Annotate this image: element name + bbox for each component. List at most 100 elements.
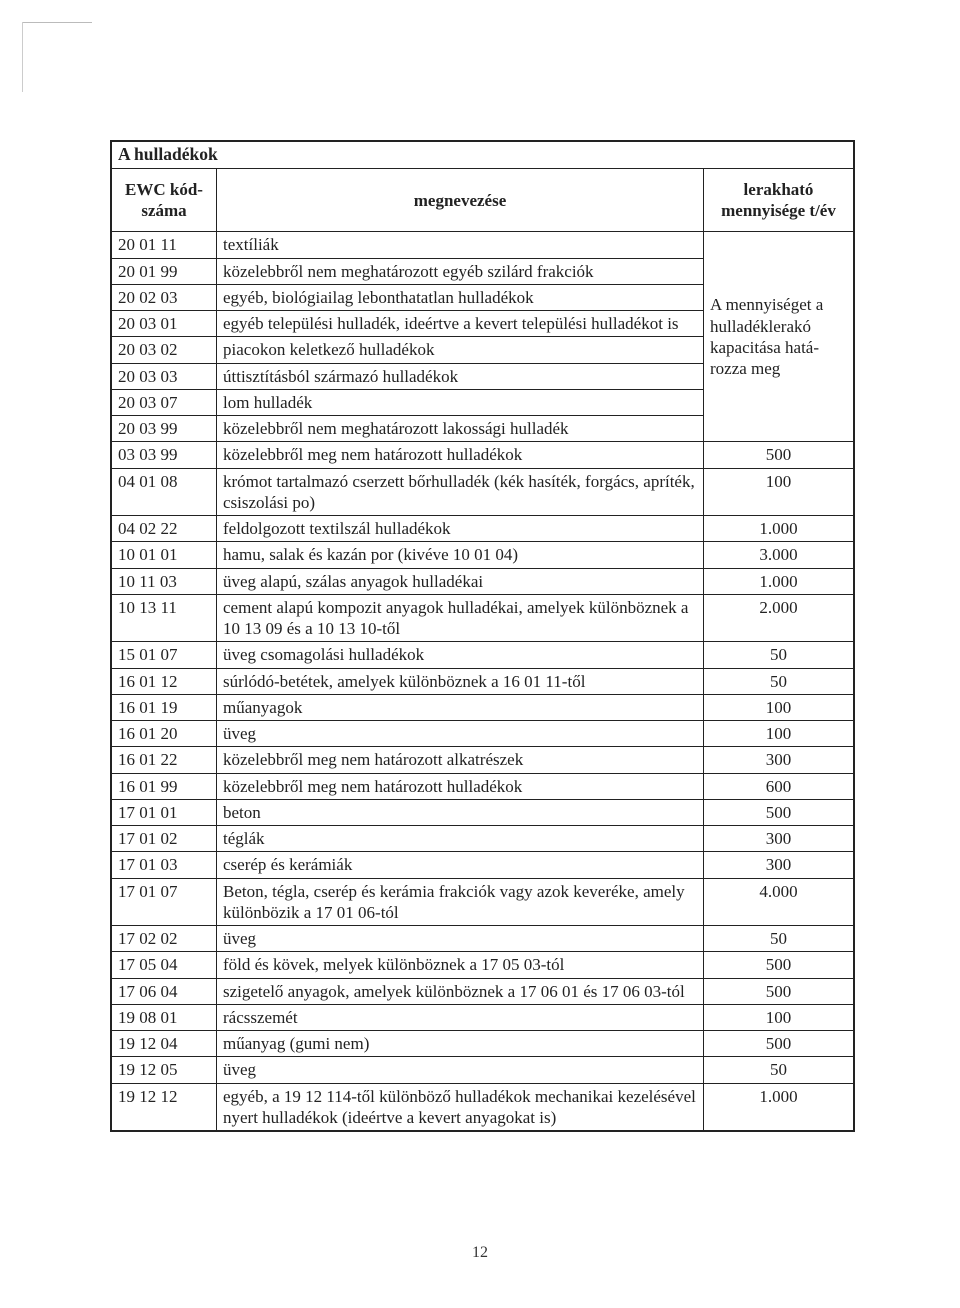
cell-name: műanyagok [217, 694, 704, 720]
cell-name: üveg csomagolási hulladékok [217, 642, 704, 668]
header-amount: lerakható mennyisége t/év [703, 168, 853, 232]
cell-code: 20 03 02 [112, 337, 217, 363]
cell-code: 04 01 08 [112, 468, 217, 516]
cell-val: 300 [703, 826, 853, 852]
cell-val: 300 [703, 747, 853, 773]
cell-name: rácsszemét [217, 1004, 704, 1030]
cell-name: cement alapú kompozit anyagok hulladékai… [217, 594, 704, 642]
cell-name: műanyag (gumi nem) [217, 1031, 704, 1057]
cell-code: 03 03 99 [112, 442, 217, 468]
cell-code: 20 03 07 [112, 389, 217, 415]
cell-val: 500 [703, 442, 853, 468]
capacity-note-l1: A mennyiséget a [710, 295, 823, 314]
cell-name: hamu, salak és kazán por (kivéve 10 01 0… [217, 542, 704, 568]
table-row: 04 01 08 krómot tartalmazó cserzett bőrh… [112, 468, 854, 516]
cell-name: egyéb, a 19 12 114-től különböző hulladé… [217, 1083, 704, 1131]
cell-name: közelebbről nem meghatározott egyéb szil… [217, 258, 704, 284]
cell-code: 17 01 01 [112, 799, 217, 825]
cell-val: 1.000 [703, 1083, 853, 1131]
cell-code: 10 01 01 [112, 542, 217, 568]
cell-code: 16 01 20 [112, 721, 217, 747]
cell-name: szigetelő anyagok, amelyek különböznek a… [217, 978, 704, 1004]
cell-val: 1.000 [703, 568, 853, 594]
cell-code: 17 01 07 [112, 878, 217, 926]
cell-code: 20 01 11 [112, 232, 217, 258]
cell-code: 10 11 03 [112, 568, 217, 594]
cell-name: közelebbről meg nem határozott hulladéko… [217, 773, 704, 799]
header-row: EWC kód- száma megnevezése lerakható men… [112, 168, 854, 232]
cell-code: 19 12 05 [112, 1057, 217, 1083]
table-row: 17 06 04 szigetelő anyagok, amelyek külö… [112, 978, 854, 1004]
cell-name: üveg [217, 1057, 704, 1083]
cell-code: 15 01 07 [112, 642, 217, 668]
cell-val: 100 [703, 468, 853, 516]
capacity-note-cell: A mennyiséget a hulladéklerakó kapacitás… [703, 232, 853, 442]
table-row: 19 08 01 rácsszemét 100 [112, 1004, 854, 1030]
cell-name: úttisztításból származó hulladékok [217, 363, 704, 389]
table-row: 10 01 01 hamu, salak és kazán por (kivév… [112, 542, 854, 568]
table-row: 17 02 02 üveg 50 [112, 926, 854, 952]
cell-name: üveg alapú, szálas anyagok hulladékai [217, 568, 704, 594]
cell-name: üveg [217, 721, 704, 747]
cell-code: 10 13 11 [112, 594, 217, 642]
cell-val: 50 [703, 642, 853, 668]
cell-val: 500 [703, 1031, 853, 1057]
table-row: 03 03 99 közelebbről meg nem határozott … [112, 442, 854, 468]
cell-code: 17 05 04 [112, 952, 217, 978]
cell-val: 3.000 [703, 542, 853, 568]
cell-name: egyéb, biológiailag lebonthatatlan hulla… [217, 284, 704, 310]
cell-name: súrlódó-betétek, amelyek különböznek a 1… [217, 668, 704, 694]
table-row: 10 13 11 cement alapú kompozit anyagok h… [112, 594, 854, 642]
cell-val: 1.000 [703, 516, 853, 542]
cell-val: 500 [703, 952, 853, 978]
cell-code: 16 01 19 [112, 694, 217, 720]
cell-code: 20 03 01 [112, 311, 217, 337]
cell-code: 20 01 99 [112, 258, 217, 284]
cell-val: 100 [703, 721, 853, 747]
table-row: 17 05 04 föld és kövek, melyek különbözn… [112, 952, 854, 978]
header-amount-l1: lerakható [744, 180, 814, 199]
table-row: 19 12 04 műanyag (gumi nem) 500 [112, 1031, 854, 1057]
table-row: 16 01 99 közelebbről meg nem határozott … [112, 773, 854, 799]
cell-code: 16 01 22 [112, 747, 217, 773]
table-title: A hulladékok [112, 142, 854, 169]
table-row: 17 01 01 beton 500 [112, 799, 854, 825]
cell-name: feldolgozott textilszál hulladékok [217, 516, 704, 542]
table-row: 16 01 12 súrlódó-betétek, amelyek különb… [112, 668, 854, 694]
cell-val: 100 [703, 1004, 853, 1030]
table-row: 16 01 20 üveg 100 [112, 721, 854, 747]
cell-name: cserép és kerámiák [217, 852, 704, 878]
cell-name: közelebbről nem meghatározott lakossági … [217, 416, 704, 442]
cell-name: téglák [217, 826, 704, 852]
cell-val: 50 [703, 668, 853, 694]
table-row: 16 01 22 közelebbről meg nem határozott … [112, 747, 854, 773]
cell-code: 17 02 02 [112, 926, 217, 952]
scan-edge-h [22, 22, 92, 24]
cell-name: közelebbről meg nem határozott hulladéko… [217, 442, 704, 468]
cell-code: 20 02 03 [112, 284, 217, 310]
header-code-l1: EWC kód- [125, 180, 203, 199]
cell-code: 19 12 04 [112, 1031, 217, 1057]
cell-val: 500 [703, 799, 853, 825]
title-row: A hulladékok [112, 142, 854, 169]
cell-code: 19 08 01 [112, 1004, 217, 1030]
cell-name: piacokon keletkező hulladékok [217, 337, 704, 363]
cell-code: 16 01 99 [112, 773, 217, 799]
table-row: 19 12 05 üveg 50 [112, 1057, 854, 1083]
cell-name: lom hulladék [217, 389, 704, 415]
cell-name: üveg [217, 926, 704, 952]
table-frame: A hulladékok EWC kód- száma megnevezése … [110, 140, 855, 1132]
table-row: 17 01 02 téglák 300 [112, 826, 854, 852]
cell-val: 300 [703, 852, 853, 878]
table-row: 15 01 07 üveg csomagolási hulladékok 50 [112, 642, 854, 668]
cell-name: Beton, tégla, cserép és kerámia frakciók… [217, 878, 704, 926]
cell-code: 19 12 12 [112, 1083, 217, 1131]
scan-edge-v [22, 22, 24, 92]
cell-name: közelebbről meg nem határozott alkatrész… [217, 747, 704, 773]
cell-code: 17 01 02 [112, 826, 217, 852]
table-row: 17 01 07 Beton, tégla, cserép és kerámia… [112, 878, 854, 926]
header-amount-l2: mennyisége t/év [721, 201, 836, 220]
cell-name: egyéb települési hulladék, ideértve a ke… [217, 311, 704, 337]
table-row: 16 01 19 műanyagok 100 [112, 694, 854, 720]
capacity-note-l3: kapacitása hatá- [710, 338, 819, 357]
